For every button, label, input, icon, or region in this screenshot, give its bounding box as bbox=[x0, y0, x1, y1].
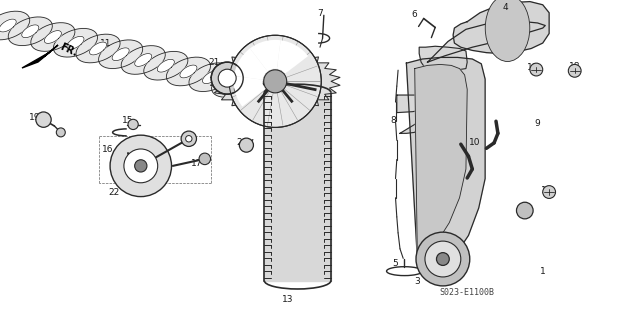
Wedge shape bbox=[234, 76, 265, 107]
Text: 7: 7 bbox=[317, 9, 323, 18]
Text: 4: 4 bbox=[503, 3, 508, 11]
Polygon shape bbox=[406, 57, 485, 266]
Circle shape bbox=[181, 131, 196, 146]
Polygon shape bbox=[212, 69, 255, 97]
Polygon shape bbox=[189, 63, 233, 92]
Circle shape bbox=[516, 202, 533, 219]
Wedge shape bbox=[277, 40, 308, 74]
Text: 2: 2 bbox=[522, 202, 527, 211]
Polygon shape bbox=[202, 71, 220, 84]
Polygon shape bbox=[121, 46, 165, 74]
Text: 19: 19 bbox=[29, 113, 41, 122]
Polygon shape bbox=[22, 25, 39, 38]
Circle shape bbox=[56, 128, 65, 137]
Polygon shape bbox=[22, 45, 58, 68]
Circle shape bbox=[416, 232, 470, 286]
Polygon shape bbox=[400, 46, 467, 133]
Circle shape bbox=[239, 138, 253, 152]
Text: S023-E1100B: S023-E1100B bbox=[440, 288, 495, 297]
Text: 11: 11 bbox=[100, 39, 111, 48]
Polygon shape bbox=[8, 17, 52, 46]
Text: 13: 13 bbox=[282, 295, 294, 304]
Text: 18: 18 bbox=[569, 63, 580, 71]
Polygon shape bbox=[157, 59, 174, 72]
Circle shape bbox=[436, 253, 449, 265]
Polygon shape bbox=[134, 54, 152, 66]
Polygon shape bbox=[166, 57, 211, 86]
Circle shape bbox=[530, 63, 543, 76]
Circle shape bbox=[568, 64, 581, 77]
Polygon shape bbox=[453, 2, 549, 54]
Circle shape bbox=[110, 135, 172, 197]
Wedge shape bbox=[234, 48, 268, 80]
Text: 12: 12 bbox=[290, 43, 301, 52]
Polygon shape bbox=[53, 28, 97, 57]
Text: 5: 5 bbox=[393, 259, 398, 268]
Circle shape bbox=[134, 160, 147, 172]
Polygon shape bbox=[67, 36, 84, 49]
Polygon shape bbox=[225, 77, 242, 89]
Text: 17: 17 bbox=[191, 159, 203, 168]
Circle shape bbox=[36, 112, 51, 127]
Text: 22: 22 bbox=[108, 188, 120, 197]
Polygon shape bbox=[31, 23, 75, 51]
Circle shape bbox=[211, 62, 243, 94]
Polygon shape bbox=[76, 34, 120, 63]
Polygon shape bbox=[0, 19, 16, 32]
Circle shape bbox=[543, 186, 556, 198]
Circle shape bbox=[199, 153, 211, 165]
Ellipse shape bbox=[485, 0, 530, 62]
Polygon shape bbox=[428, 22, 545, 62]
Polygon shape bbox=[99, 40, 143, 69]
Circle shape bbox=[218, 69, 236, 87]
Polygon shape bbox=[415, 64, 467, 252]
Text: 20: 20 bbox=[236, 138, 248, 147]
Wedge shape bbox=[250, 40, 280, 71]
Circle shape bbox=[229, 35, 321, 127]
Circle shape bbox=[264, 70, 287, 93]
Circle shape bbox=[124, 149, 157, 183]
Polygon shape bbox=[264, 93, 331, 281]
Polygon shape bbox=[90, 42, 107, 55]
Polygon shape bbox=[112, 48, 129, 61]
Text: FR.: FR. bbox=[58, 42, 79, 58]
Text: 8: 8 bbox=[391, 116, 396, 125]
Text: 16: 16 bbox=[102, 145, 113, 154]
Polygon shape bbox=[180, 65, 197, 78]
Text: 18: 18 bbox=[527, 63, 538, 72]
Circle shape bbox=[128, 119, 138, 130]
Text: 21: 21 bbox=[209, 58, 220, 67]
Text: 10: 10 bbox=[469, 138, 481, 147]
Text: 9: 9 bbox=[535, 119, 540, 128]
Polygon shape bbox=[0, 11, 29, 40]
Circle shape bbox=[186, 136, 192, 142]
Circle shape bbox=[425, 241, 461, 277]
Text: 18: 18 bbox=[541, 186, 553, 195]
Polygon shape bbox=[397, 95, 424, 113]
Polygon shape bbox=[211, 49, 340, 114]
Text: 6: 6 bbox=[412, 10, 417, 19]
Polygon shape bbox=[144, 51, 188, 80]
Text: 3: 3 bbox=[415, 277, 420, 286]
Text: 15: 15 bbox=[122, 116, 134, 125]
Text: 1: 1 bbox=[540, 267, 545, 276]
Polygon shape bbox=[44, 31, 61, 43]
